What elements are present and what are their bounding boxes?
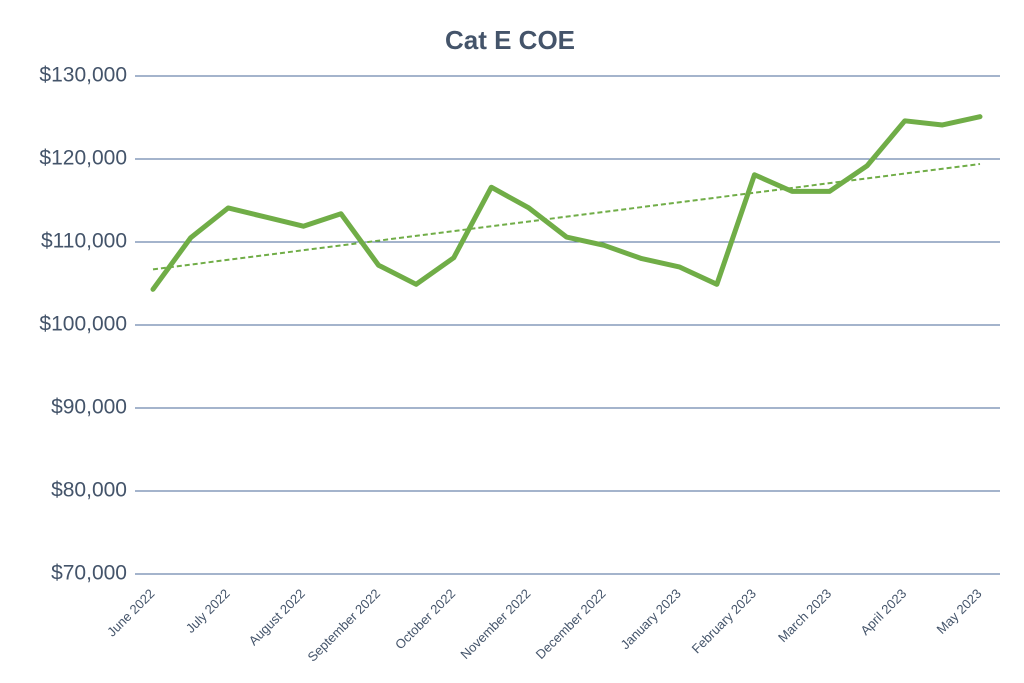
y-tick-label: $130,000 — [39, 64, 127, 87]
data-line — [150, 114, 983, 292]
y-tick-label: $100,000 — [39, 313, 127, 336]
chart-title: Cat E COE — [445, 25, 575, 55]
y-tick-label: $110,000 — [41, 230, 127, 253]
trendline — [152, 162, 981, 271]
y-tick-label: $90,000 — [51, 396, 127, 419]
y-tick-label: $120,000 — [39, 147, 127, 170]
y-tick-label: $80,000 — [51, 479, 127, 502]
y-tick-label: $70,000 — [51, 562, 127, 585]
